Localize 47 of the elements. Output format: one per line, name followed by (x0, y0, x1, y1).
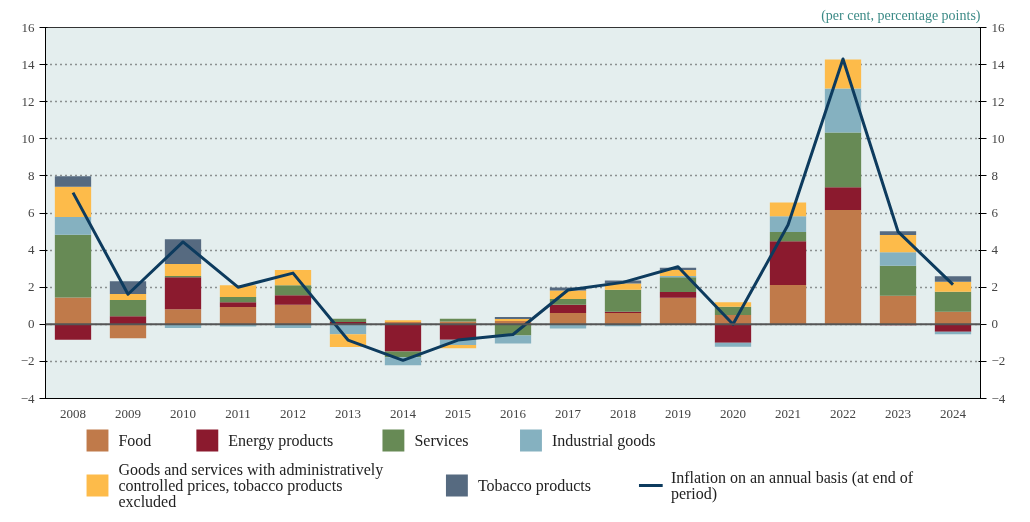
chart-subtitle: (per cent, percentage points) (821, 7, 981, 24)
x-tick-label: 2008 (60, 405, 86, 421)
legend-label: Food (118, 432, 152, 449)
y2-tick-label: 14 (991, 56, 1005, 72)
x-tick-label: 2014 (390, 405, 417, 421)
y2-tick-label: 8 (991, 167, 998, 183)
x-tick-label: 2017 (555, 405, 582, 421)
x-tick-label: 2012 (280, 405, 306, 421)
y-tick-label: −2 (20, 353, 35, 369)
x-tick-label: 2022 (830, 405, 856, 421)
legend-label: Tobacco products (477, 477, 591, 495)
y2-tick-label: 6 (991, 205, 999, 220)
legend-label: Inflation on an annual basis (at end of period) (670, 468, 914, 504)
x-tick-label: 2019 (665, 405, 691, 421)
y-tick-label: 6 (28, 205, 35, 220)
x-tick-label: 2011 (225, 405, 251, 421)
x-tick-label: 2010 (170, 405, 196, 421)
y-tick-label: 16 (21, 19, 35, 35)
y-tick-label: 0 (28, 316, 35, 332)
x-tick-label: 2015 (445, 405, 471, 421)
y2-tick-label: 16 (991, 19, 1005, 35)
y-tick-label: 4 (28, 242, 35, 258)
y-tick-label: 10 (21, 130, 35, 146)
y2-tick-label: 2 (991, 279, 998, 295)
y2-tick-label: 0 (991, 316, 998, 332)
y2-tick-label: 10 (991, 130, 1005, 146)
x-tick-label: 2020 (720, 405, 746, 421)
x-tick-label: 2023 (885, 405, 911, 421)
x-tick-label: 2018 (610, 405, 636, 421)
x-tick-label: 2013 (335, 405, 361, 421)
x-tick-label: 2009 (115, 405, 141, 421)
y2-tick-label: 4 (991, 242, 999, 258)
y-tick-label: 2 (28, 279, 35, 295)
y2-tick-label: −2 (991, 353, 1006, 369)
x-tick-label: 2021 (775, 405, 801, 421)
legend-label: Services (414, 432, 469, 449)
legend-label: Energy products (228, 432, 334, 450)
y-tick-label: 8 (28, 167, 35, 183)
y-tick-label: 14 (21, 56, 35, 72)
y-tick-label: −4 (20, 390, 35, 406)
y-tick-label: 12 (21, 93, 35, 109)
x-tick-label: 2016 (500, 405, 527, 421)
y2-tick-label: −4 (991, 390, 1006, 406)
legend-label: Industrial goods (551, 432, 656, 450)
y2-tick-label: 12 (991, 93, 1005, 109)
x-tick-label: 2024 (940, 405, 967, 421)
legend-label: Goods and services with administratively controlled prices, tobacco products excluded (118, 460, 384, 511)
